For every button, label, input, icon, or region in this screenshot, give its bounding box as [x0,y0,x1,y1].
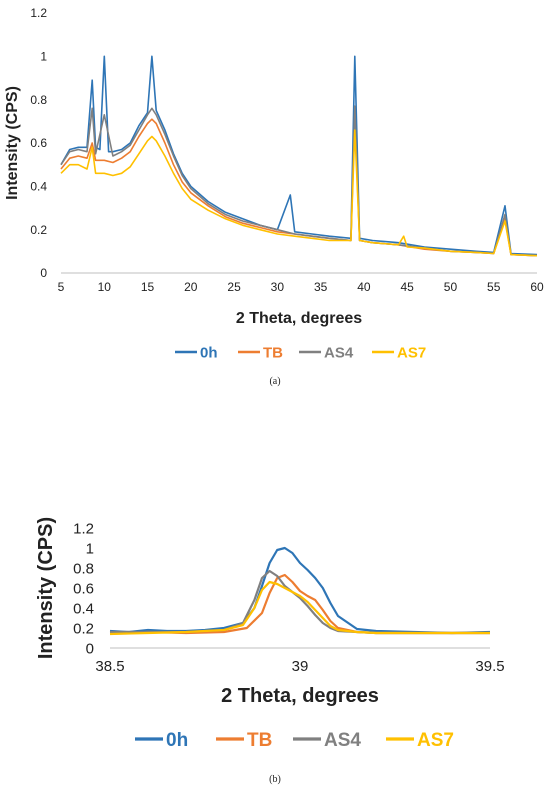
y-axis-title: Intensity (CPS) [4,86,21,200]
y-tick-label: 1 [40,50,47,64]
y-tick-label: 0.8 [73,560,94,577]
series-line-as7 [60,129,538,257]
series-line-as7 [109,580,490,636]
series-line-as4 [110,569,490,635]
x-tick-label: 5 [58,280,65,294]
x-axis-title: 2 Theta, degrees [221,685,379,707]
x-axis-title: 2 Theta, degrees [236,310,362,327]
legend-label-as4: AS4 [324,344,354,361]
chart-b: 0 0.2 0.4 0.6 0.8 1 1.2 38.5 39 39.5 2 Theta, degr… [35,517,505,785]
x-tick-label: 10 [98,280,112,294]
x-tick-label: 39.5 [475,658,504,675]
legend-label-0h: 0h [200,344,218,361]
x-tick-label: 50 [444,280,458,294]
y-tick-label: 0.6 [73,580,94,597]
legend-label-tb: TB [263,344,283,361]
legend-label-0h: 0h [166,730,188,751]
x-tick-label: 20 [184,280,198,294]
x-tick-label: 39 [292,658,309,675]
y-tick-label: 0.4 [30,180,47,194]
y-tick-label: 1.2 [30,6,47,20]
x-tick-label: 55 [487,280,501,294]
panel-label: (a) [269,376,280,387]
y-tick-label: 0.2 [30,223,47,237]
x-tick-label: 40 [357,280,371,294]
y-tick-label: 1.2 [73,520,94,537]
x-tick-label: 25 [227,280,241,294]
legend-label-tb: TB [247,730,272,751]
chart-a: 0 0.2 0.4 0.6 0.8 1 1.2 5 10 15 20 25 30 35 40 45 50 55 60… [4,6,544,387]
y-tick-label: 0.2 [73,620,94,637]
y-tick-label: 1 [86,540,94,557]
series-line-tb [109,573,490,635]
y-tick-label: 0 [86,640,94,657]
x-tick-label: 45 [401,280,415,294]
panel-label: (b) [269,774,281,785]
series-line-0h [60,55,538,256]
x-tick-label: 60 [530,280,544,294]
x-tick-label: 15 [141,280,155,294]
x-tick-label: 35 [314,280,328,294]
y-tick-label: 0.4 [73,600,94,617]
y-tick-label: 0 [40,266,47,280]
legend-label-as7: AS7 [417,730,454,751]
y-axis-title: Intensity (CPS) [35,517,57,659]
x-tick-label: 38.5 [95,658,124,675]
y-tick-label: 0.8 [30,93,47,107]
y-tick-label: 0.6 [30,136,47,150]
legend-label-as4: AS4 [324,730,361,751]
x-tick-label: 30 [271,280,285,294]
legend-label-as7: AS7 [397,344,426,361]
series-line-as4 [60,105,538,257]
